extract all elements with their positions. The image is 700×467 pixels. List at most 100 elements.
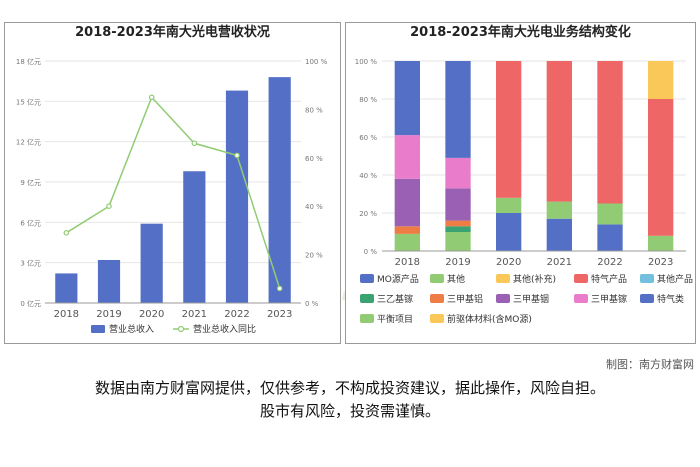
y-right-tick-label: 100 % xyxy=(305,58,328,66)
x-tick-label: 2019 xyxy=(96,309,121,320)
yoy-point xyxy=(276,285,283,292)
revenue-chart-title: 2018-2023年南大光电营收状况 xyxy=(75,25,270,40)
disclaimer-line-2: 股市有风险，投资需谨慎。 xyxy=(259,402,440,420)
legend-label: MO源产品 xyxy=(377,273,419,285)
revenue-bar xyxy=(225,90,249,303)
legend-label: 三甲基铟 xyxy=(513,293,549,305)
x-tick-label: 2021 xyxy=(547,257,572,268)
yoy-point xyxy=(106,203,112,210)
y-tick-label: 0 % xyxy=(364,248,378,256)
yoy-line xyxy=(65,95,281,289)
chart-credit: 制图：南方财富网 xyxy=(606,358,694,371)
stacked-bar-segment xyxy=(496,61,522,198)
y-right-tick-label: 40 % xyxy=(305,203,323,211)
revenue-bar xyxy=(183,171,206,303)
x-tick-label: 2021 xyxy=(182,309,207,320)
stacked-bar-segment xyxy=(445,232,471,251)
legend-swatch xyxy=(640,274,654,283)
y-right-tick-label: 60 % xyxy=(305,155,323,163)
x-tick-label: 2018 xyxy=(395,257,420,268)
stacked-bar-segment xyxy=(394,135,420,179)
legend-label-revenue: 营业总收入 xyxy=(109,323,154,335)
legend-label: 其他产品 xyxy=(657,273,693,285)
yoy-point xyxy=(148,94,155,101)
legend-swatch xyxy=(574,274,588,283)
x-tick-label: 2018 xyxy=(54,309,79,320)
stacked-bar-segment xyxy=(597,61,623,204)
legend-swatch xyxy=(496,274,510,283)
stacked-bar-segment xyxy=(445,157,471,189)
y-tick-label: 40 % xyxy=(359,172,377,180)
stacked-bar-segment xyxy=(648,235,674,251)
legend-marker-yoy xyxy=(177,325,185,333)
x-tick-label: 2022 xyxy=(597,257,622,268)
business-structure-chart-title: 2018-2023年南大光电业务结构变化 xyxy=(410,25,631,40)
legend-label: 平衡项目 xyxy=(377,313,413,325)
legend-label-yoy: 营业总收入同比 xyxy=(193,323,256,335)
stacked-bar-segment xyxy=(394,61,420,136)
legend-swatch-revenue xyxy=(91,325,105,333)
x-tick-label: 2023 xyxy=(648,257,673,268)
disclaimer-line-1: 数据由南方财富网提供，仅供参考，不构成投资建议，据此操作，风险自担。 xyxy=(94,379,605,397)
stacked-bar-segment xyxy=(394,178,420,227)
legend-swatch xyxy=(430,314,444,323)
stacked-bar-segment xyxy=(648,99,674,236)
x-tick-label: 2020 xyxy=(139,309,164,320)
x-tick-label: 2020 xyxy=(496,257,521,268)
stacked-bar-segment xyxy=(496,197,522,213)
stacked-bar-segment xyxy=(445,226,471,232)
legend-swatch xyxy=(430,274,444,283)
y-right-tick-label: 0 % xyxy=(305,300,319,308)
legend-swatch xyxy=(496,294,510,303)
stacked-bar-segment xyxy=(597,203,623,225)
y-right-tick-label: 80 % xyxy=(305,106,323,114)
stacked-bar-segment xyxy=(546,61,572,202)
stacked-bar-segment xyxy=(496,213,522,251)
yoy-point xyxy=(191,140,198,147)
y-left-tick-label: 9 亿元 xyxy=(20,178,41,187)
legend-swatch xyxy=(574,294,588,303)
legend-label: 前驱体材料(含MO源) xyxy=(447,313,532,325)
legend-swatch xyxy=(640,294,654,303)
revenue-bar xyxy=(97,259,121,303)
stacked-bar-segment xyxy=(445,61,471,158)
revenue-bar xyxy=(55,273,78,303)
y-tick-label: 80 % xyxy=(359,96,377,104)
y-tick-label: 100 % xyxy=(355,58,378,66)
stacked-bar-segment xyxy=(394,226,420,234)
legend-label: 特气类 xyxy=(657,293,684,305)
legend-label: 三甲基铝 xyxy=(447,293,483,305)
y-left-tick-label: 0 亿元 xyxy=(20,299,41,308)
y-left-tick-label: 18 亿元 xyxy=(16,57,41,66)
stacked-bar-segment xyxy=(648,61,674,99)
stacked-bar-segment xyxy=(445,188,471,221)
y-left-tick-label: 12 亿元 xyxy=(16,138,41,147)
y-left-tick-label: 6 亿元 xyxy=(20,218,41,227)
stacked-bar-segment xyxy=(546,201,572,219)
yoy-point xyxy=(63,230,70,236)
y-left-tick-label: 3 亿元 xyxy=(20,259,41,268)
stacked-bar-segment xyxy=(597,224,623,251)
legend-label: 其他 xyxy=(447,273,465,285)
revenue-chart: 0 亿元 3 亿元 6 亿元 9 亿元 12 亿元 15 亿元 18 亿元 0 % 20 % 40… xyxy=(16,57,328,335)
y-right-tick-label: 20 % xyxy=(305,252,323,260)
x-tick-label: 2019 xyxy=(445,257,470,268)
y-left-tick-label: 15 亿元 xyxy=(16,97,41,106)
x-tick-label: 2023 xyxy=(267,309,292,320)
legend-swatch xyxy=(360,274,374,283)
business-structure-chart-panel: 0 % 20 % 40 % 60 % 80 % 100 % 2018 2019 2020 2021… xyxy=(345,22,696,344)
legend-label: 三乙基镓 xyxy=(377,293,413,305)
stacked-bar-segment xyxy=(445,220,471,227)
y-tick-label: 20 % xyxy=(359,210,377,218)
business-structure-chart: 0 % 20 % 40 % 60 % 80 % 100 % 2018 2019 2020 2021… xyxy=(355,58,693,325)
legend-swatch xyxy=(360,314,374,323)
legend-swatch xyxy=(430,294,444,303)
legend-label: 三甲基镓 xyxy=(591,293,627,305)
legend-swatch xyxy=(360,294,374,303)
legend-label: 其他(补充) xyxy=(513,273,556,285)
x-tick-label: 2022 xyxy=(224,309,249,320)
legend-label: 特气产品 xyxy=(591,273,627,285)
y-tick-label: 60 % xyxy=(359,134,377,142)
yoy-point xyxy=(234,152,240,159)
revenue-bar xyxy=(140,223,163,303)
